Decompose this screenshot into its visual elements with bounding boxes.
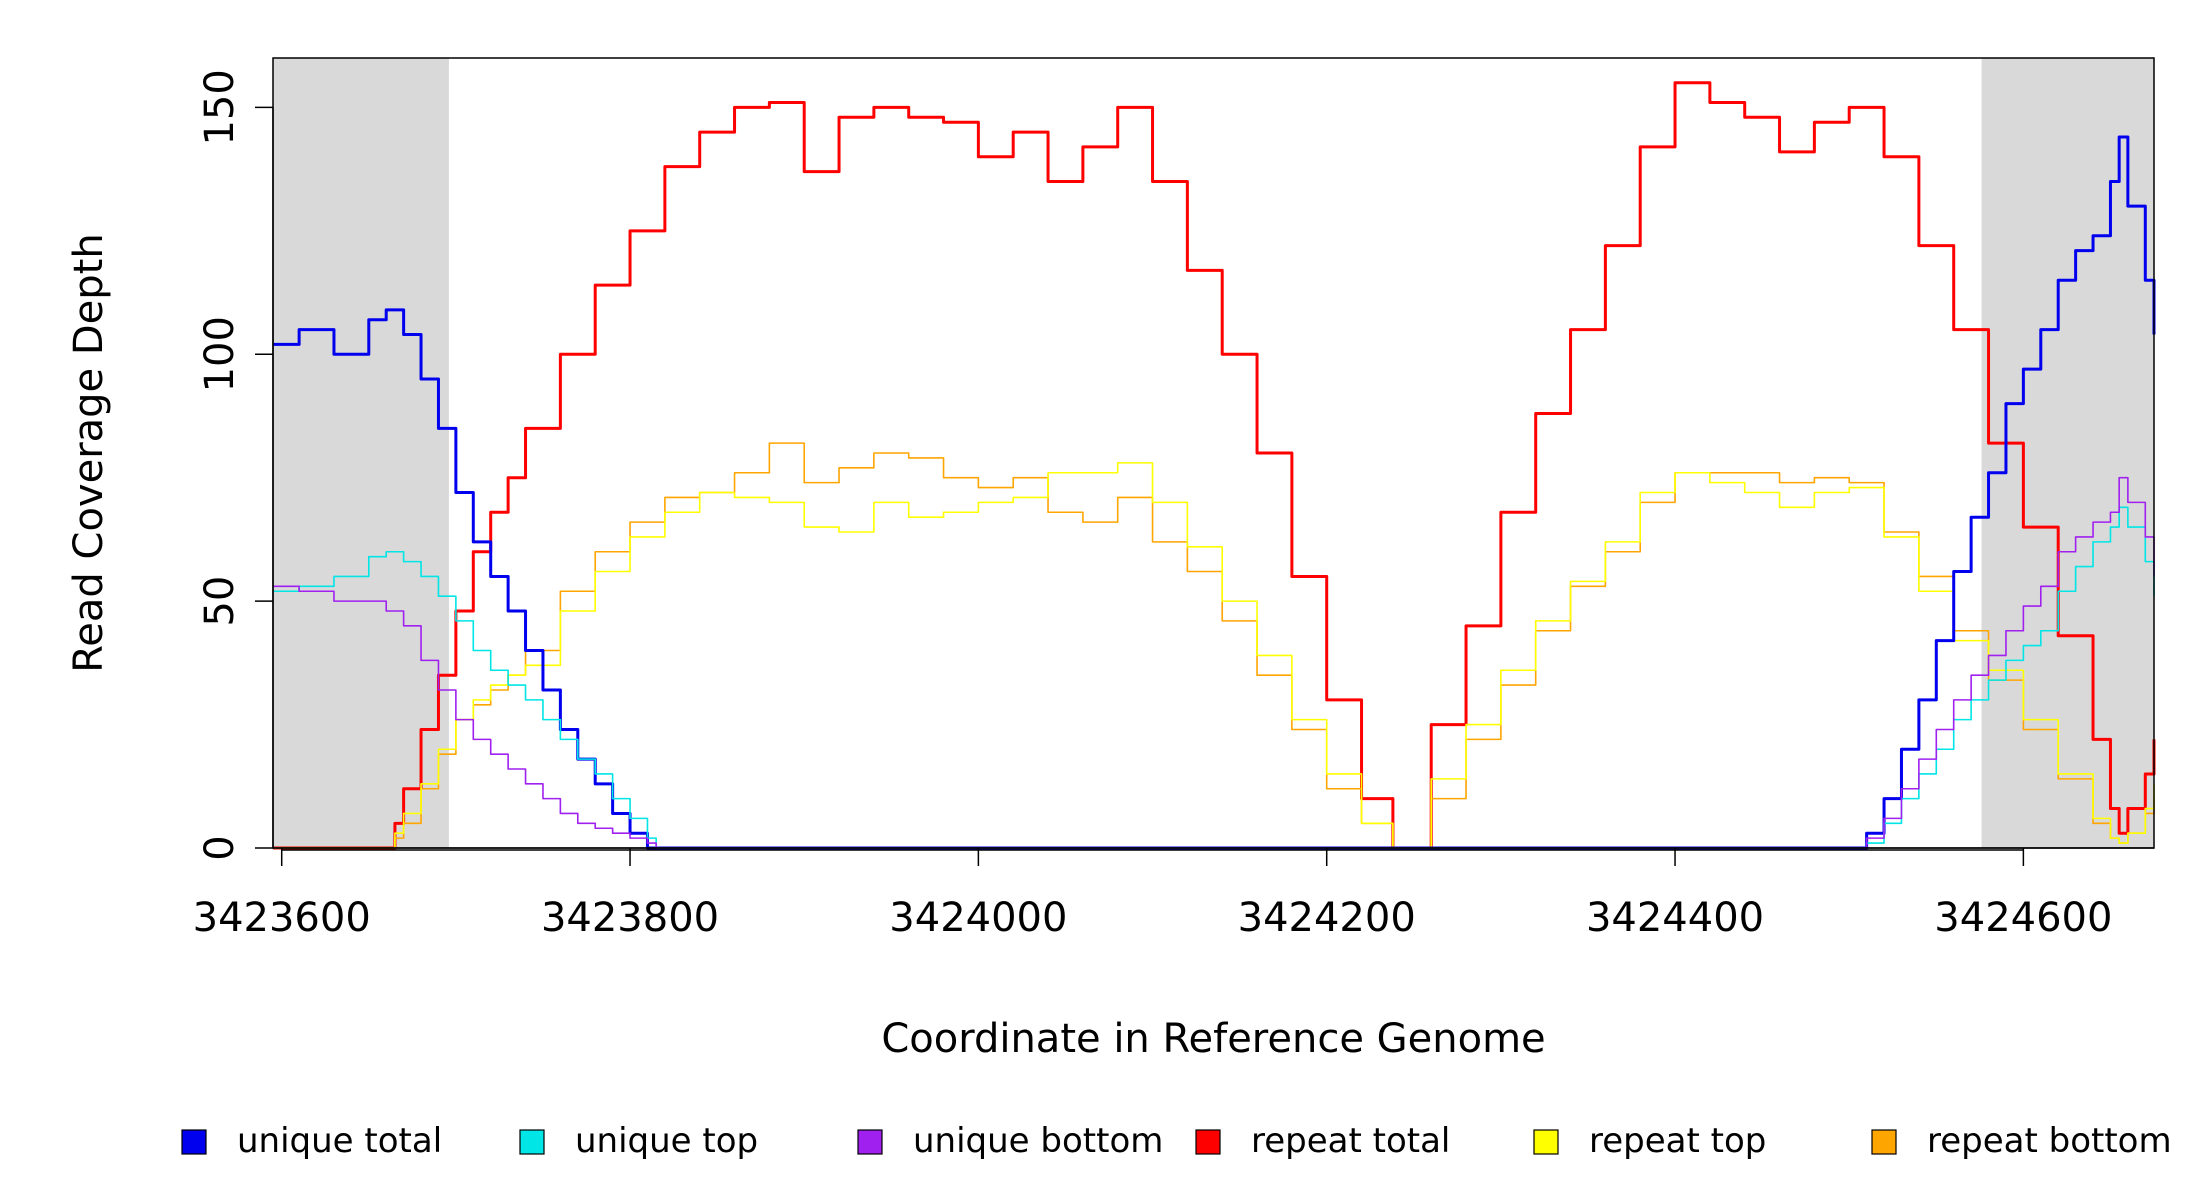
legend-item: unique bottom xyxy=(857,1121,1163,1161)
legend-label: unique bottom xyxy=(913,1121,1163,1161)
x-axis-label: Coordinate in Reference Genome xyxy=(881,1016,1545,1062)
series-lines xyxy=(273,81,2156,850)
legend-swatch xyxy=(1871,1129,1897,1155)
series-line-repeat-bottom xyxy=(273,442,2155,849)
legend: unique total unique top unique bottom repea… xyxy=(181,1121,2172,1161)
legend-item: repeat bottom xyxy=(1871,1121,2172,1161)
x-tick-label: 3423800 xyxy=(541,895,719,941)
legend-label: repeat top xyxy=(1589,1121,1766,1161)
shaded-region-0 xyxy=(273,58,449,848)
series-line-unique-total xyxy=(273,135,2156,850)
legend-label: repeat bottom xyxy=(1927,1121,2172,1161)
series-line-repeat-top xyxy=(273,462,2155,849)
legend-swatch xyxy=(857,1129,883,1155)
y-axis-label: Read Coverage Depth xyxy=(66,233,112,672)
legend-label: repeat total xyxy=(1251,1121,1450,1161)
shaded-region-1 xyxy=(1981,58,2154,848)
legend-item: unique total xyxy=(181,1121,442,1161)
series-line-repeat-total xyxy=(273,81,2156,850)
x-tick-label: 3423600 xyxy=(193,895,371,941)
x-tick-label: 3424600 xyxy=(1934,895,2112,941)
x-axis: 3423600 3423800 3424000 3424200 3424400 34246… xyxy=(193,848,2112,941)
y-tick-label: 50 xyxy=(197,576,243,627)
legend-swatch xyxy=(181,1129,207,1155)
plot-frame xyxy=(272,57,2155,849)
legend-swatch xyxy=(1533,1129,1559,1155)
series-line-unique-top xyxy=(273,506,2155,849)
x-tick-label: 3424200 xyxy=(1238,895,1416,941)
shaded-regions xyxy=(273,58,2154,848)
legend-item: unique top xyxy=(519,1121,758,1161)
x-tick-label: 3424000 xyxy=(889,895,1067,941)
series-line-unique-bottom xyxy=(273,476,2155,849)
legend-item: repeat top xyxy=(1533,1121,1766,1161)
y-axis: 0 50 100 150 xyxy=(197,69,274,861)
legend-label: unique total xyxy=(237,1121,442,1161)
legend-swatch xyxy=(519,1129,545,1155)
y-tick-label: 100 xyxy=(197,316,243,392)
y-tick-label: 0 xyxy=(197,835,243,860)
legend-item: repeat total xyxy=(1195,1121,1450,1161)
x-tick-label: 3424400 xyxy=(1586,895,1764,941)
legend-label: unique top xyxy=(575,1121,758,1161)
y-tick-label: 150 xyxy=(197,69,243,145)
legend-swatch xyxy=(1195,1129,1221,1155)
